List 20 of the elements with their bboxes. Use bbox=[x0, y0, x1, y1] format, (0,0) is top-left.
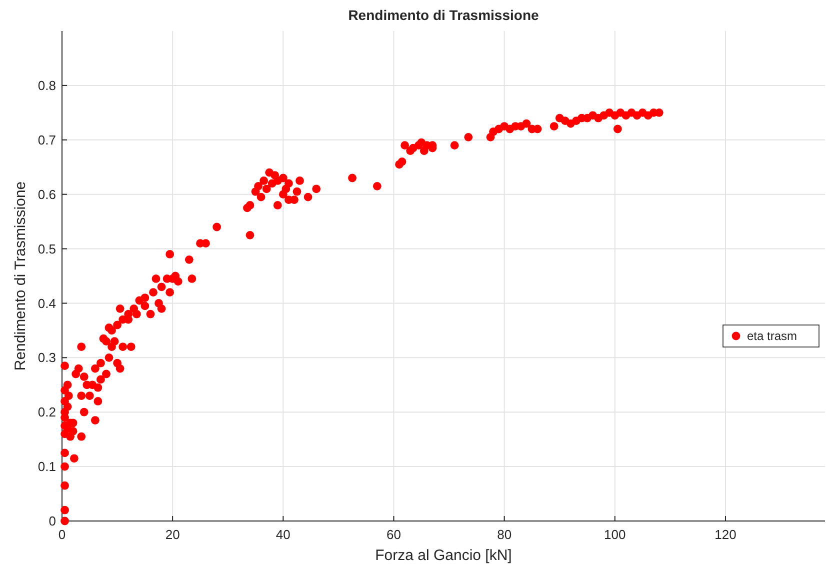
y-tick-label: 0.4 bbox=[38, 296, 56, 311]
legend-label: eta trasm bbox=[747, 329, 798, 343]
x-tick-label: 80 bbox=[497, 527, 512, 542]
x-tick-label: 100 bbox=[604, 527, 626, 542]
y-tick-label: 0 bbox=[48, 514, 56, 529]
y-axis-title: Rendimento di Trasmissione bbox=[12, 181, 29, 371]
y-tick-label: 0.2 bbox=[38, 404, 56, 420]
y-tick-label: 0.6 bbox=[38, 186, 56, 202]
y-tick-label: 0.1 bbox=[38, 459, 56, 474]
x-axis-title: Forza al Gancio [kN] bbox=[375, 547, 512, 564]
x-tick-label: 40 bbox=[276, 527, 290, 542]
y-tick-label: 0.7 bbox=[38, 132, 56, 148]
x-tick-label: 20 bbox=[165, 527, 180, 542]
x-tick-label: 60 bbox=[386, 527, 401, 542]
y-tick-label: 0.5 bbox=[38, 241, 56, 256]
x-tick-label: 120 bbox=[714, 527, 736, 542]
chart-title: Rendimento di Trasmissione bbox=[348, 7, 540, 23]
x-tick-label: 0 bbox=[58, 527, 66, 542]
y-tick-label: 0.8 bbox=[38, 78, 56, 93]
y-tick-label: 0.3 bbox=[38, 350, 56, 366]
